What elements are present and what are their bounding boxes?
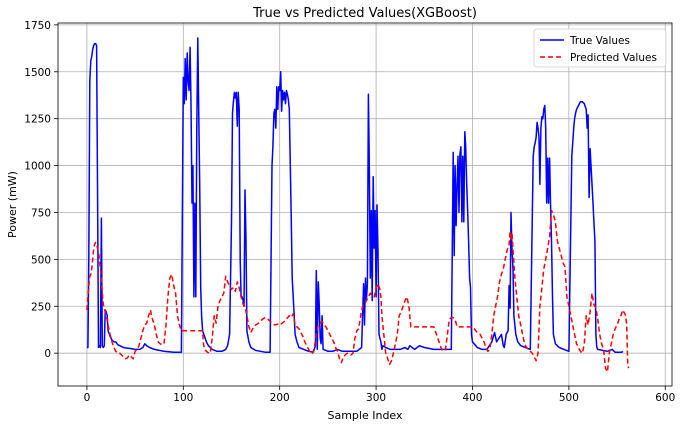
- y-tick-label: 1000: [24, 161, 51, 173]
- x-tick-label: 200: [270, 392, 290, 404]
- legend-box: [533, 28, 667, 68]
- y-tick-label: 750: [31, 207, 51, 219]
- x-tick-label: 300: [366, 392, 386, 404]
- series-line-predicted-values: [86, 209, 630, 373]
- ticks: 0 100 200 300 400 500 600 0 250 500 750 1000 1250 150…: [24, 20, 675, 404]
- y-tick-label: 250: [31, 301, 51, 313]
- y-axis-label: Power (mW): [6, 171, 19, 238]
- legend: True Values Predicted Values: [533, 28, 667, 68]
- x-tick-label: 0: [84, 392, 91, 404]
- y-tick-label: 500: [31, 254, 51, 266]
- chart-title: True vs Predicted Values(XGBoost): [252, 6, 477, 21]
- y-tick-label: 1250: [24, 114, 51, 126]
- series-layer: [86, 37, 630, 373]
- x-tick-label: 100: [173, 392, 193, 404]
- y-tick-label: 1500: [24, 67, 51, 79]
- legend-label: True Values: [569, 35, 630, 47]
- x-tick-label: 400: [462, 392, 482, 404]
- series-line-true-values: [86, 37, 624, 353]
- legend-label: Predicted Values: [570, 52, 657, 64]
- x-tick-label: 500: [559, 392, 579, 404]
- y-tick-label: 1750: [24, 20, 51, 32]
- y-tick-label: 0: [44, 348, 51, 360]
- plot-frame: [57, 22, 673, 387]
- x-axis-label: Sample Index: [327, 409, 403, 422]
- x-tick-label: 600: [655, 392, 675, 404]
